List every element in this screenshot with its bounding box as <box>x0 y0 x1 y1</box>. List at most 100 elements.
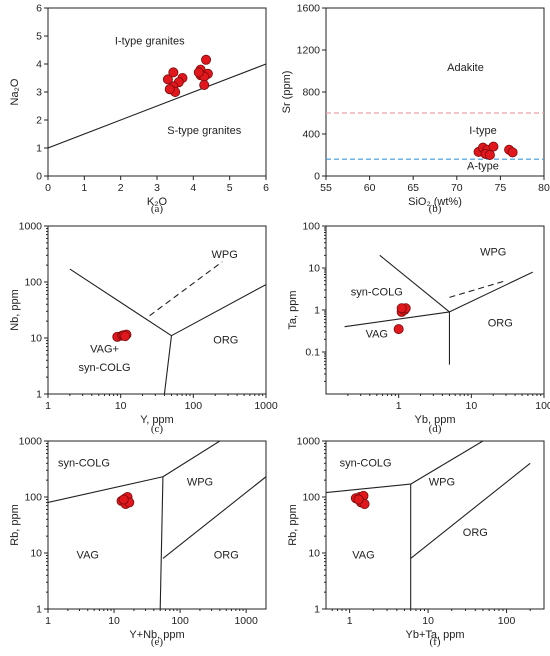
y-tick-label: 100 <box>302 492 320 504</box>
x-tick-label: 70 <box>451 182 463 194</box>
x-tick-label: 1 <box>347 615 353 627</box>
x-tick-label: 10 <box>422 615 434 627</box>
y-tick-label: 1 <box>314 305 320 317</box>
x-tick-label: 75 <box>495 182 507 194</box>
y-tick-label: 1 <box>36 389 42 401</box>
panel-caption: (e) <box>151 636 164 648</box>
field-label: ORG <box>213 334 238 346</box>
y-tick-label: 10 <box>30 548 42 560</box>
x-axis-label: Yb+Ta, ppm <box>405 629 464 641</box>
y-tick-label: 3 <box>36 87 42 99</box>
y-tick-label: 10 <box>30 333 42 345</box>
field-label: A-type <box>467 161 499 173</box>
plot-frame <box>325 440 545 610</box>
data-point <box>353 494 364 505</box>
y-tick-label: 4 <box>36 59 42 71</box>
chart-panel-c: 1 10 100 1000 1 10 100 1000 Y, ppm Nb, ppm WPG VAG+… <box>9 221 278 436</box>
x-tick-label: 0 <box>45 182 51 194</box>
panel-caption: (a) <box>151 203 164 215</box>
field-label: VAG+ <box>90 344 119 356</box>
x-tick-label: 5 <box>227 182 233 194</box>
y-tick-label: 1 <box>36 143 42 155</box>
field-label: I-type <box>469 125 497 137</box>
x-tick-label: 100 <box>171 615 189 627</box>
x-tick-label: 65 <box>407 182 419 194</box>
x-tick-label: 10 <box>115 400 127 412</box>
data-point <box>396 303 407 314</box>
panel-caption: (b) <box>429 203 442 215</box>
y-axis-label: Ta, ppm <box>287 290 299 329</box>
field-label: WPG <box>480 246 506 258</box>
field-boundary-line <box>410 441 484 485</box>
y-tick-label: 1600 <box>297 3 321 15</box>
data-point <box>507 147 518 158</box>
y-tick-label: 10 <box>308 548 320 560</box>
x-tick-label: 3 <box>154 182 160 194</box>
field-boundary-line <box>69 268 172 337</box>
y-tick-label: 1200 <box>297 45 321 57</box>
x-tick-label: 1000 <box>234 615 258 627</box>
y-tick-label: 0 <box>36 171 42 183</box>
x-axis-label: Yb, ppm <box>415 414 456 426</box>
y-tick-label: 1000 <box>297 436 321 448</box>
x-tick-label: 1 <box>396 400 402 412</box>
x-tick-label: 60 <box>364 182 376 194</box>
data-point <box>488 141 499 152</box>
x-tick-label: 1 <box>45 615 51 627</box>
data-point <box>168 67 179 78</box>
x-tick-label: 1000 <box>254 400 278 412</box>
x-axis-label: K₂O <box>147 196 168 208</box>
field-boundary-line <box>344 311 450 328</box>
field-boundary-line <box>48 63 266 149</box>
field-boundary-line <box>163 335 173 394</box>
y-tick-label: 800 <box>302 87 320 99</box>
dashed-boundary-line <box>149 261 223 317</box>
plot-frame <box>47 440 267 610</box>
data-point <box>193 67 204 78</box>
field-boundary-line <box>449 271 533 313</box>
x-tick-label: 100 <box>535 400 550 412</box>
field-label: VAG <box>77 549 99 561</box>
y-axis-label: Sr (ppm) <box>281 71 293 114</box>
x-tick-label: 1 <box>45 400 51 412</box>
field-label: syn-COLG <box>58 458 110 470</box>
plot-frame <box>47 7 267 177</box>
field-label: S-type granites <box>167 125 241 137</box>
panel-caption: (c) <box>151 423 164 435</box>
field-label: Adakite <box>447 62 484 74</box>
field-boundary-line <box>326 483 411 494</box>
x-tick-label: 100 <box>498 615 516 627</box>
data-point <box>164 84 175 95</box>
y-tick-label: 0 <box>314 171 320 183</box>
plot-frame <box>325 225 545 395</box>
field-boundary-line <box>162 476 266 559</box>
chart-panel-d: 1 10 100 0.1 1 10 100 Yb, ppm Ta, ppm WPG syn-COLG… <box>287 221 550 436</box>
field-label: syn-COLG <box>351 287 403 299</box>
plot-frame <box>47 225 267 395</box>
field-label: WPG <box>429 477 455 489</box>
panel-caption: (d) <box>429 423 442 435</box>
y-tick-label: 0.1 <box>305 347 320 359</box>
x-axis-label: SiO₂ (wt%) <box>408 196 462 208</box>
y-axis-label: Rb, ppm <box>287 504 299 546</box>
y-tick-label: 2 <box>36 115 42 127</box>
field-label: WPG <box>187 477 213 489</box>
y-axis-label: Nb, ppm <box>9 289 21 331</box>
y-tick-label: 1 <box>314 604 320 616</box>
field-boundary-line <box>159 476 164 609</box>
chart-panel-e: 1 10 100 1000 1 10 100 1000 Y+Nb, ppm Rb, ppm syn-… <box>9 436 267 648</box>
y-tick-label: 400 <box>302 129 320 141</box>
x-axis-label: Y, ppm <box>140 414 173 426</box>
y-tick-label: 1 <box>36 604 42 616</box>
data-point <box>120 331 131 342</box>
field-label: WPG <box>212 249 238 261</box>
field-boundary-line <box>410 462 531 559</box>
x-tick-label: 4 <box>190 182 196 194</box>
y-axis-label: Na₂O <box>9 78 21 105</box>
y-tick-label: 1000 <box>19 436 43 448</box>
panel-caption: (f) <box>430 636 441 648</box>
chart-panel-f: 1 10 100 1 10 100 1000 Yb+Ta, ppm Rb, ppm syn-COL… <box>287 436 545 648</box>
field-boundary-line <box>162 441 221 478</box>
field-boundary-line <box>171 284 266 337</box>
